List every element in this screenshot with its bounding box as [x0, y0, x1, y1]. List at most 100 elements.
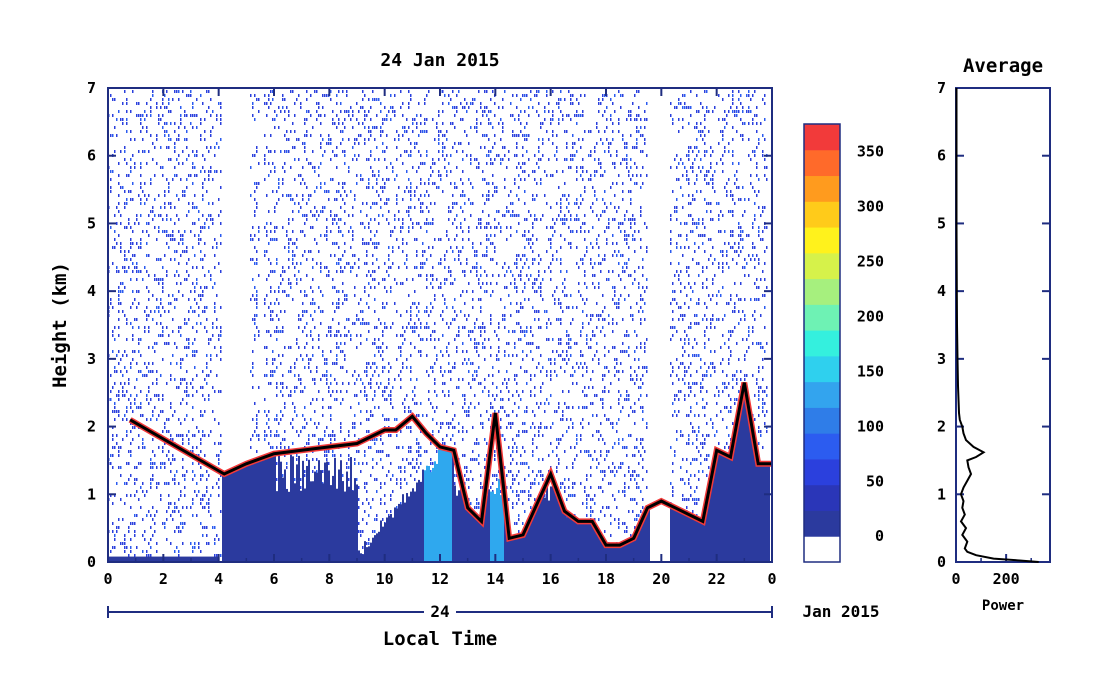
noise-speck	[470, 158, 472, 161]
noise-speck	[376, 478, 378, 481]
noise-speck	[124, 482, 126, 485]
noise-speck	[568, 114, 570, 117]
noise-speck	[418, 150, 420, 153]
noise-speck	[206, 374, 208, 377]
noise-speck	[528, 158, 530, 161]
noise-speck	[330, 98, 332, 101]
noise-speck	[272, 362, 274, 365]
noise-speck	[198, 542, 200, 545]
noise-speck	[142, 438, 144, 441]
noise-speck	[160, 302, 162, 305]
noise-speck	[162, 98, 164, 101]
noise-speck	[574, 494, 576, 497]
noise-speck	[154, 406, 156, 409]
noise-speck	[268, 418, 270, 421]
noise-speck	[184, 318, 186, 321]
noise-speck	[416, 122, 418, 125]
noise-speck	[552, 90, 554, 93]
noise-speck	[326, 226, 328, 229]
noise-speck	[328, 450, 330, 453]
noise-speck	[486, 182, 488, 185]
noise-speck	[412, 330, 414, 333]
noise-speck	[146, 418, 148, 421]
noise-speck	[182, 294, 184, 297]
noise-speck	[404, 150, 406, 153]
noise-speck	[128, 174, 130, 177]
noise-speck	[118, 294, 120, 297]
noise-speck	[510, 190, 512, 193]
noise-speck	[574, 370, 576, 373]
noise-speck	[334, 398, 336, 401]
noise-speck	[594, 150, 596, 153]
noise-speck	[434, 362, 436, 365]
noise-speck	[564, 218, 566, 221]
noise-speck	[430, 338, 432, 341]
noise-speck	[482, 422, 484, 425]
noise-speck	[512, 506, 514, 509]
noise-speck	[340, 258, 342, 261]
noise-speck	[460, 310, 462, 313]
noise-speck	[172, 438, 174, 441]
noise-speck	[556, 146, 558, 149]
noise-speck	[506, 166, 508, 169]
noise-speck	[354, 462, 356, 465]
noise-speck	[146, 162, 148, 165]
noise-speck	[376, 146, 378, 149]
noise-speck	[250, 438, 252, 441]
noise-speck	[174, 502, 176, 505]
noise-speck	[118, 454, 120, 457]
noise-speck	[426, 230, 428, 233]
noise-speck	[298, 202, 300, 205]
noise-speck	[348, 166, 350, 169]
noise-speck	[140, 122, 142, 125]
noise-speck	[548, 454, 550, 457]
noise-speck	[556, 218, 558, 221]
noise-speck	[374, 342, 376, 345]
noise-speck	[554, 370, 556, 373]
noise-speck	[404, 406, 406, 409]
noise-speck	[422, 414, 424, 417]
noise-speck	[410, 94, 412, 97]
noise-speck	[110, 454, 112, 457]
noise-speck	[138, 194, 140, 197]
noise-speck	[366, 542, 368, 545]
noise-speck	[436, 422, 438, 425]
noise-speck	[138, 222, 140, 225]
noise-speck	[308, 110, 310, 113]
noise-speck	[366, 214, 368, 217]
noise-speck	[162, 286, 164, 289]
noise-speck	[150, 178, 152, 181]
noise-speck	[130, 506, 132, 509]
noise-speck	[536, 94, 538, 97]
noise-speck	[170, 238, 172, 241]
noise-speck	[468, 410, 470, 413]
noise-speck	[172, 294, 174, 297]
noise-speck	[250, 238, 252, 241]
noise-speck	[458, 378, 460, 381]
noise-speck	[180, 530, 182, 533]
noise-speck	[550, 226, 552, 229]
noise-speck	[374, 298, 376, 301]
noise-speck	[576, 114, 578, 117]
noise-speck	[540, 426, 542, 429]
noise-speck	[344, 438, 346, 441]
noise-speck	[282, 474, 284, 477]
noise-speck	[118, 326, 120, 329]
noise-speck	[456, 234, 458, 237]
noise-speck	[560, 90, 562, 93]
noise-speck	[348, 214, 350, 217]
noise-speck	[562, 118, 564, 121]
noise-speck	[462, 238, 464, 241]
noise-speck	[460, 294, 462, 297]
noise-speck	[488, 194, 490, 197]
noise-speck	[362, 546, 364, 549]
noise-speck	[358, 522, 360, 525]
noise-speck	[432, 118, 434, 121]
noise-speck	[472, 450, 474, 453]
noise-speck	[206, 366, 208, 369]
noise-speck	[282, 106, 284, 109]
noise-speck	[594, 170, 596, 173]
noise-speck	[528, 266, 530, 269]
noise-speck	[362, 202, 364, 205]
noise-speck	[374, 246, 376, 249]
